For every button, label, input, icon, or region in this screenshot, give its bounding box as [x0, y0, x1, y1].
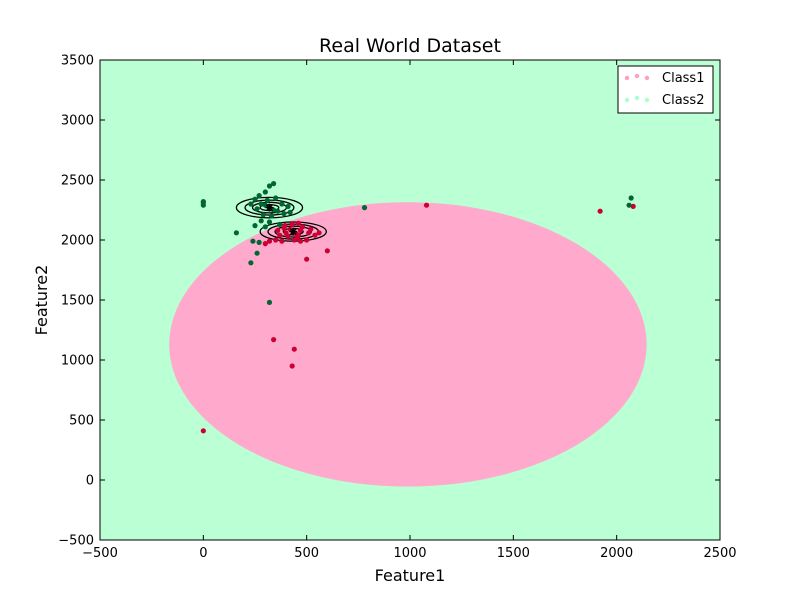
x-axis-label: Feature1	[375, 566, 446, 585]
point-class1	[324, 248, 330, 254]
x-tick-label: 1500	[497, 546, 530, 561]
x-tick-label: 500	[294, 546, 319, 561]
point-class2	[273, 195, 279, 201]
point-class2	[248, 260, 254, 266]
point-class1	[285, 233, 291, 239]
point-class1	[262, 241, 268, 247]
y-tick-label: −500	[58, 534, 94, 549]
y-tick-label: 1500	[61, 294, 94, 309]
legend-marker-class2	[634, 95, 640, 101]
point-class2	[252, 223, 258, 229]
point-class1	[304, 237, 310, 243]
point-class2	[271, 181, 277, 187]
point-class2	[266, 299, 273, 305]
point-class1	[423, 202, 430, 208]
point-class2	[275, 208, 281, 214]
point-class2	[256, 193, 262, 199]
point-class1	[273, 237, 279, 243]
point-class1	[271, 337, 277, 343]
point-class2	[252, 196, 258, 202]
x-tick-label: −500	[82, 546, 118, 561]
point-class1	[291, 346, 297, 352]
legend-label-class1: Class1	[662, 71, 704, 86]
mean-marker-class2	[265, 203, 274, 212]
point-class1	[289, 221, 295, 227]
legend-marker-class2	[644, 97, 650, 103]
point-class1	[279, 238, 285, 244]
y-axis-label: Feature2	[32, 265, 51, 336]
point-class2	[628, 195, 634, 201]
point-class2	[361, 205, 368, 211]
legend-label-class2: Class2	[662, 93, 704, 108]
point-class2	[254, 250, 260, 256]
y-tick-label: 3500	[61, 54, 94, 69]
legend-box	[617, 65, 714, 114]
point-class1	[266, 238, 273, 244]
point-class2	[287, 209, 293, 215]
y-tick-label: 1000	[61, 354, 94, 369]
point-class1	[297, 238, 304, 244]
point-class2	[268, 213, 275, 219]
legend-marker-class1	[624, 75, 630, 81]
point-class2	[281, 211, 287, 217]
point-class2	[262, 189, 268, 195]
point-class2	[285, 203, 291, 209]
point-class1	[295, 220, 301, 226]
y-tick-label: 0	[86, 474, 94, 489]
point-class2	[258, 218, 264, 224]
point-class1	[294, 235, 300, 241]
point-class1	[289, 363, 295, 369]
point-class2	[266, 219, 273, 225]
point-class2	[260, 212, 266, 218]
point-class2	[262, 202, 268, 208]
point-class1	[282, 223, 288, 229]
point-class1	[597, 208, 603, 214]
point-class1	[308, 226, 314, 232]
point-class2	[248, 201, 254, 207]
point-class2	[250, 238, 256, 244]
mean-marker-class1	[289, 227, 298, 236]
decision-region-class1	[169, 202, 647, 487]
y-tick-label: 2500	[61, 174, 94, 189]
x-tick-label: 2000	[600, 546, 633, 561]
contour-class2-3	[235, 196, 304, 219]
point-class2	[233, 230, 239, 236]
legend-marker-class1	[634, 73, 640, 79]
point-class2	[277, 221, 283, 227]
point-class1	[299, 224, 306, 230]
x-tick-label: 2500	[703, 546, 736, 561]
point-class2	[626, 202, 632, 208]
chart-title: Real World Dataset	[319, 35, 501, 57]
legend-marker-class1	[644, 75, 650, 81]
point-class2	[200, 200, 206, 206]
point-class1	[277, 232, 283, 238]
point-class2	[264, 197, 270, 203]
point-class1	[312, 232, 318, 238]
point-class2	[254, 206, 260, 212]
y-tick-label: 3000	[61, 114, 94, 129]
y-tick-label: 500	[69, 414, 94, 429]
point-class1	[275, 227, 281, 233]
point-class1	[630, 203, 636, 209]
point-class1	[304, 256, 310, 262]
point-class1	[316, 230, 322, 236]
x-tick-label: 0	[199, 546, 207, 561]
point-class2	[258, 201, 264, 207]
y-tick-label: 2000	[61, 234, 94, 249]
point-class2	[262, 224, 268, 230]
point-class2	[279, 201, 285, 207]
point-class2	[271, 207, 277, 213]
legend: Class1 Class2	[617, 65, 714, 114]
point-class2	[256, 239, 262, 245]
point-class1	[200, 428, 206, 434]
x-tick-label: 1000	[393, 546, 426, 561]
legend-marker-class2	[624, 97, 630, 103]
point-class2	[266, 183, 273, 189]
